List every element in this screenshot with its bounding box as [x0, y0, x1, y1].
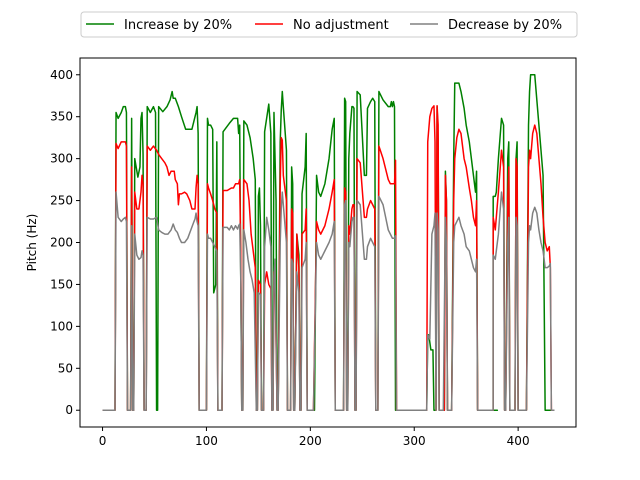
y-tick-label: 250	[50, 194, 73, 208]
y-tick-label: 50	[58, 361, 73, 375]
x-tick-label: 0	[99, 434, 107, 448]
series-layer	[102, 74, 555, 411]
legend-items: Increase by 20% No adjustment Decrease by …	[86, 18, 562, 33]
y-tick-label: 0	[65, 403, 73, 417]
x-tick-label: 400	[507, 434, 530, 448]
legend-frame	[80, 11, 578, 38]
y-tick-label: 200	[50, 236, 73, 250]
legend-entry-3: Decrease by 20%	[410, 18, 562, 33]
legend-label: No adjustment	[293, 18, 389, 33]
y-tick-label: 350	[50, 110, 73, 124]
y-tick-label: 300	[50, 152, 73, 166]
x-axis: 0 100 200 300 400	[99, 427, 530, 448]
y-axis-label: Pitch (Hz)	[25, 214, 39, 272]
y-tick-label: 100	[50, 319, 73, 333]
legend-entry-1: Increase by 20%	[86, 18, 232, 33]
legend: Increase by 20% No adjustment Decrease by …	[80, 11, 578, 38]
y-axis: 0 50 100 150 200 250 300 350 400	[50, 68, 80, 417]
x-tick-label: 200	[299, 434, 322, 448]
legend-label: Decrease by 20%	[448, 18, 562, 33]
x-tick-label: 300	[403, 434, 426, 448]
legend-entry-2: No adjustment	[255, 18, 389, 33]
plot-frame	[79, 57, 577, 428]
series-line-2	[102, 105, 555, 411]
y-tick-label: 400	[50, 68, 73, 82]
x-tick-label: 100	[195, 434, 218, 448]
legend-label: Increase by 20%	[124, 18, 232, 33]
series-line-3	[102, 191, 555, 411]
y-tick-label: 150	[50, 277, 73, 291]
